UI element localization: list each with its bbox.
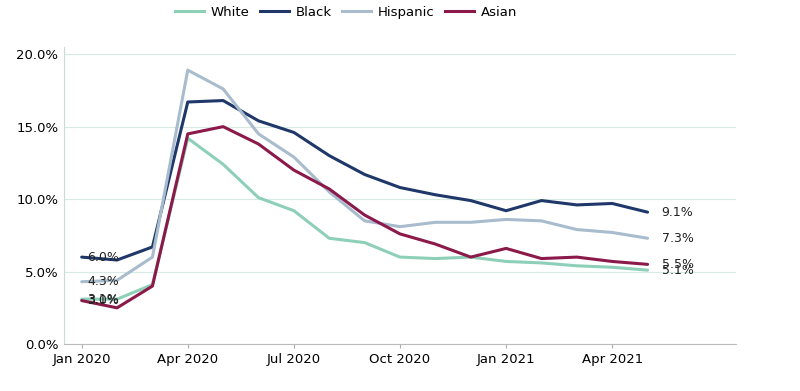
Asian (430, 242, 440, 246)
Line: Asian: Asian (82, 127, 647, 308)
Black (572, 203, 582, 207)
Text: 5.1%: 5.1% (662, 264, 694, 277)
Line: Black: Black (82, 100, 647, 260)
Hispanic (360, 219, 370, 223)
White (466, 255, 475, 260)
Hispanic (77, 280, 86, 284)
White (325, 236, 334, 240)
Text: 3.0%: 3.0% (87, 294, 119, 307)
Hispanic (289, 155, 298, 160)
Text: 5.5%: 5.5% (662, 258, 694, 271)
Text: 7.3%: 7.3% (662, 232, 694, 245)
White (607, 265, 617, 270)
White (572, 264, 582, 268)
Asian (183, 131, 193, 136)
White (395, 255, 405, 260)
Asian (360, 213, 370, 217)
Hispanic (642, 236, 652, 240)
Asian (289, 168, 298, 172)
White (183, 136, 193, 141)
White (254, 196, 263, 200)
Asian (537, 256, 546, 261)
Black (360, 172, 370, 177)
Hispanic (148, 255, 158, 260)
Asian (218, 124, 228, 129)
White (642, 268, 652, 273)
Black (607, 201, 617, 206)
White (77, 297, 86, 301)
White (537, 260, 546, 265)
White (112, 297, 122, 301)
Text: 4.3%: 4.3% (87, 275, 118, 288)
Black (77, 255, 86, 260)
Line: White: White (82, 138, 647, 299)
Asian (466, 255, 475, 260)
Asian (395, 231, 405, 236)
Hispanic (502, 217, 511, 222)
Hispanic (325, 190, 334, 194)
Asian (254, 142, 263, 146)
Black (537, 198, 546, 203)
Asian (607, 259, 617, 264)
White (430, 256, 440, 261)
Black (642, 210, 652, 215)
Asian (502, 246, 511, 251)
Line: Hispanic: Hispanic (82, 70, 647, 282)
Text: 9.1%: 9.1% (662, 206, 694, 219)
Hispanic (572, 227, 582, 232)
Hispanic (430, 220, 440, 225)
Black (112, 258, 122, 262)
Asian (148, 284, 158, 289)
Legend: White, Black, Hispanic, Asian: White, Black, Hispanic, Asian (170, 0, 522, 24)
White (289, 208, 298, 213)
Black (254, 118, 263, 123)
Black (395, 185, 405, 190)
Black (183, 100, 193, 104)
Asian (112, 305, 122, 310)
White (218, 162, 228, 167)
Black (430, 192, 440, 197)
Asian (77, 298, 86, 303)
Hispanic (395, 224, 405, 229)
White (148, 282, 158, 287)
Hispanic (466, 220, 475, 225)
Text: 3.1%: 3.1% (87, 292, 118, 306)
Hispanic (537, 219, 546, 223)
Black (325, 153, 334, 158)
Hispanic (607, 230, 617, 235)
Hispanic (183, 68, 193, 72)
Hispanic (112, 278, 122, 283)
White (502, 259, 511, 264)
Asian (325, 187, 334, 191)
Black (466, 198, 475, 203)
Black (218, 98, 228, 103)
Hispanic (218, 87, 228, 91)
Text: 6.0%: 6.0% (87, 251, 119, 264)
White (360, 240, 370, 245)
Black (289, 130, 298, 135)
Asian (642, 262, 652, 267)
Asian (572, 255, 582, 260)
Black (148, 245, 158, 249)
Black (502, 208, 511, 213)
Hispanic (254, 131, 263, 136)
